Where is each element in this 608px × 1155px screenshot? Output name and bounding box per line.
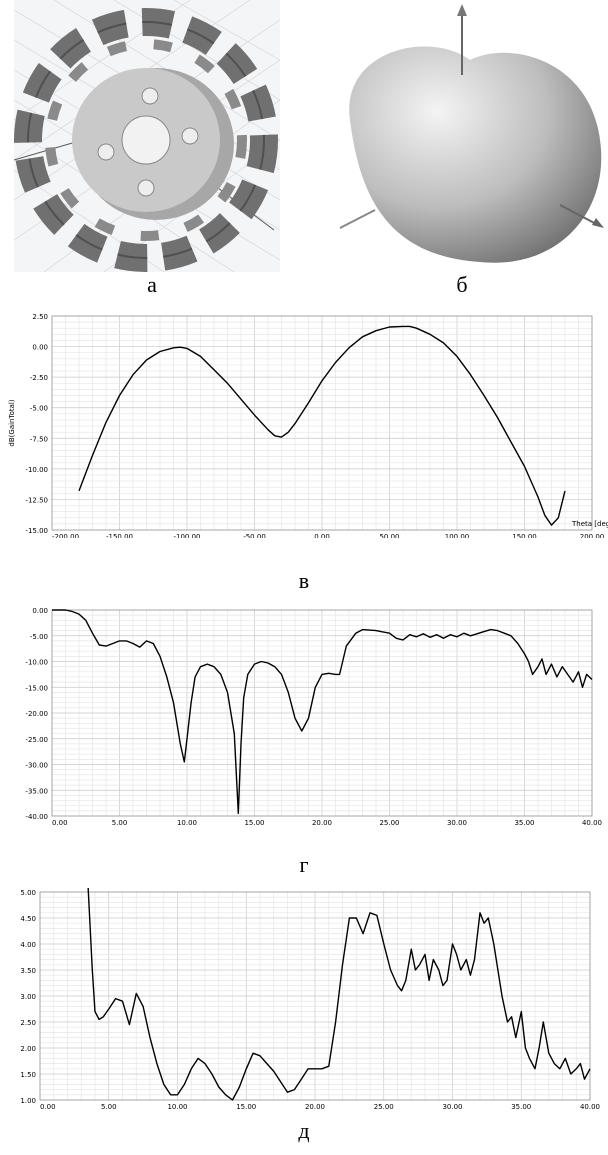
plot-frame — [51, 315, 593, 531]
x-tick-label: 150.00 — [512, 533, 537, 538]
x-tick-label: -50.00 — [243, 533, 266, 538]
plot-frame — [51, 609, 593, 817]
y-tick-label: 3.00 — [20, 993, 36, 1001]
y-tick-label: 0.00 — [32, 344, 48, 352]
x-tick-label: 20.00 — [305, 1103, 325, 1111]
x-tick-label: -200.00 — [52, 533, 79, 538]
series-line — [52, 609, 593, 815]
x-tick-label: 5.00 — [112, 819, 128, 827]
x-tick-label: 25.00 — [379, 819, 399, 827]
motor-model-image — [14, 0, 280, 272]
y-axis-label: dB(GainTotal) — [8, 399, 16, 446]
y-tick-label: -5.00 — [30, 405, 48, 413]
y-tick-label: -12.50 — [25, 496, 48, 504]
x-tick-label: 30.00 — [442, 1103, 462, 1111]
y-tick-label: 5.00 — [20, 889, 36, 897]
x-tick-label: 200.00 — [580, 533, 605, 538]
x-tick-label: 30.00 — [447, 819, 467, 827]
x-tick-label: 20.00 — [312, 819, 332, 827]
x-tick-label: 15.00 — [236, 1103, 256, 1111]
caption-d: г — [299, 852, 309, 877]
chart-d: 0.00 5.00 10.00 15.00 20.00 25.00 30.00 35.00 40… — [20, 888, 600, 1111]
y-tick-label: -40.00 — [25, 813, 48, 821]
radiation-pattern-3d-image — [339, 4, 604, 263]
y-tick-label: -2.50 — [30, 374, 48, 382]
x-tick-label: 5.00 — [101, 1103, 117, 1111]
series-line — [78, 325, 566, 526]
y-tick-label: 2.00 — [20, 1045, 36, 1053]
x-tick-label: 35.00 — [514, 819, 534, 827]
y-tick-label: 4.00 — [20, 941, 36, 949]
y-tick-label: 1.00 — [20, 1097, 36, 1105]
y-tick-label: -25.00 — [25, 736, 48, 744]
caption-c: в — [298, 568, 310, 593]
x-tick-label: 50.00 — [379, 533, 399, 538]
y-tick-label: 2.50 — [32, 313, 48, 321]
caption-b: б — [456, 272, 468, 297]
y-tick-label: -15.00 — [25, 527, 48, 535]
x-tick-label: 10.00 — [177, 819, 197, 827]
y-tick-label: -7.50 — [30, 435, 48, 443]
y-tick-label: 3.50 — [20, 967, 36, 975]
caption-a: а — [147, 272, 157, 297]
x-tick-label: 40.00 — [580, 1103, 600, 1111]
x-tick-label: 15.00 — [244, 819, 264, 827]
y-tick-label: 4.50 — [20, 915, 36, 923]
x-tick-label: 40.00 — [582, 819, 602, 827]
x-tick-label: 100.00 — [445, 533, 470, 538]
x-tick-label: 0.00 — [52, 819, 68, 827]
chart-g: 0.00 5.00 10.00 15.00 20.00 25.00 30.00 35.00 40… — [25, 607, 602, 827]
series-line — [87, 888, 591, 1101]
caption-e: д — [298, 1118, 310, 1143]
gain-vs-theta-chart: -200.00 -150.00 -100.00 -50.00 0.00 50.00 100.… — [8, 313, 608, 538]
x-axis-label: Theta [deg] — [571, 520, 608, 528]
x-tick-label: -100.00 — [173, 533, 200, 538]
y-tick-label: 1.50 — [20, 1071, 36, 1079]
y-tick-label: 0.00 — [32, 607, 48, 615]
x-tick-label: 25.00 — [374, 1103, 394, 1111]
y-tick-label: -10.00 — [25, 466, 48, 474]
y-tick-label: -5.00 — [30, 633, 48, 641]
x-tick-label: 0.00 — [314, 533, 330, 538]
x-tick-label: -150.00 — [106, 533, 133, 538]
y-tick-label: 2.50 — [20, 1019, 36, 1027]
y-tick-label: -20.00 — [25, 710, 48, 718]
plot-frame — [39, 891, 591, 1101]
x-tick-label: 0.00 — [40, 1103, 56, 1111]
y-tick-label: -30.00 — [25, 762, 48, 770]
x-tick-label: 35.00 — [511, 1103, 531, 1111]
y-tick-label: -10.00 — [25, 659, 48, 667]
y-tick-label: -15.00 — [25, 684, 48, 692]
y-tick-label: -35.00 — [25, 787, 48, 795]
x-tick-label: 10.00 — [167, 1103, 187, 1111]
